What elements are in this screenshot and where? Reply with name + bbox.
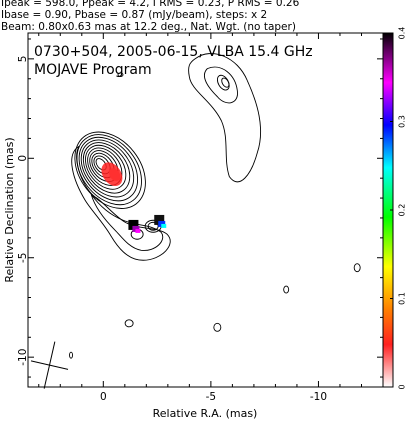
colorbar-tick-label: 0 xyxy=(398,384,407,389)
noise-contour xyxy=(213,322,222,332)
core-contour xyxy=(76,134,142,206)
header-peak-rms: Ipeak = 598.0, Ppeak = 4.2, I RMS = 0.23… xyxy=(1,0,300,9)
noise-contour xyxy=(353,263,361,273)
component-mark xyxy=(161,223,167,228)
core-contour xyxy=(74,131,146,209)
x-tick-label: 0 xyxy=(100,391,107,403)
core-contour xyxy=(82,142,131,194)
y-tick-label: -10 xyxy=(17,349,29,366)
extended-contour xyxy=(221,77,230,88)
x-axis-label: Relative R.A. (mas) xyxy=(153,407,258,420)
colorbar-tick-label: 0.2 xyxy=(398,204,407,217)
x-tick-label: -10 xyxy=(310,391,327,403)
beam-axis xyxy=(30,360,69,370)
header-base-steps: Ibase = 0.90, Pbase = 0.87 (mJy/beam), s… xyxy=(1,9,268,21)
beam-marker xyxy=(30,341,69,389)
colorbar-tick-label: 0.1 xyxy=(398,292,407,305)
plot-frame xyxy=(27,32,384,388)
component-layer xyxy=(101,162,167,233)
x-tick-label: -5 xyxy=(206,391,216,403)
core-contour xyxy=(78,136,139,202)
noise-contour xyxy=(69,351,73,359)
noise-contour xyxy=(124,319,134,328)
component-mark xyxy=(135,228,141,233)
x-axis-ticks: 0 -5 -10 xyxy=(38,33,384,403)
component-mark xyxy=(108,168,121,182)
y-tick-label: -5 xyxy=(17,252,29,262)
panel-program: MOJAVE Program xyxy=(34,62,152,78)
noise-contour xyxy=(283,285,290,294)
noise-contour xyxy=(117,72,124,78)
y-tick-label: 0 xyxy=(17,155,29,162)
jet-contour xyxy=(90,193,164,251)
core-contour xyxy=(85,144,127,190)
colorbar-ticks: 0 0.1 0.2 0.3 0.4 xyxy=(390,27,407,390)
jet-contour xyxy=(71,145,171,261)
y-tick-label: 5 xyxy=(17,56,29,63)
component-mark xyxy=(154,214,165,225)
component-mark xyxy=(128,219,139,230)
colorbar-tick-label: 0.3 xyxy=(398,115,407,128)
y-axis-ticks: 5 0 -5 -10 xyxy=(17,38,383,378)
knot-contour xyxy=(147,221,159,231)
core-contour xyxy=(80,139,135,198)
y-axis-label: Relative Declination (mas) xyxy=(3,137,16,282)
extended-contour xyxy=(188,53,261,183)
extended-contour xyxy=(203,66,238,104)
colorbar-tick-label: 0.4 xyxy=(398,27,407,40)
header-beam: Beam: 0.80x0.63 mas at 12.2 deg., Nat. W… xyxy=(1,21,296,33)
panel-title: 0730+504, 2005-06-15, VLBA 15.4 GHz xyxy=(34,44,313,60)
